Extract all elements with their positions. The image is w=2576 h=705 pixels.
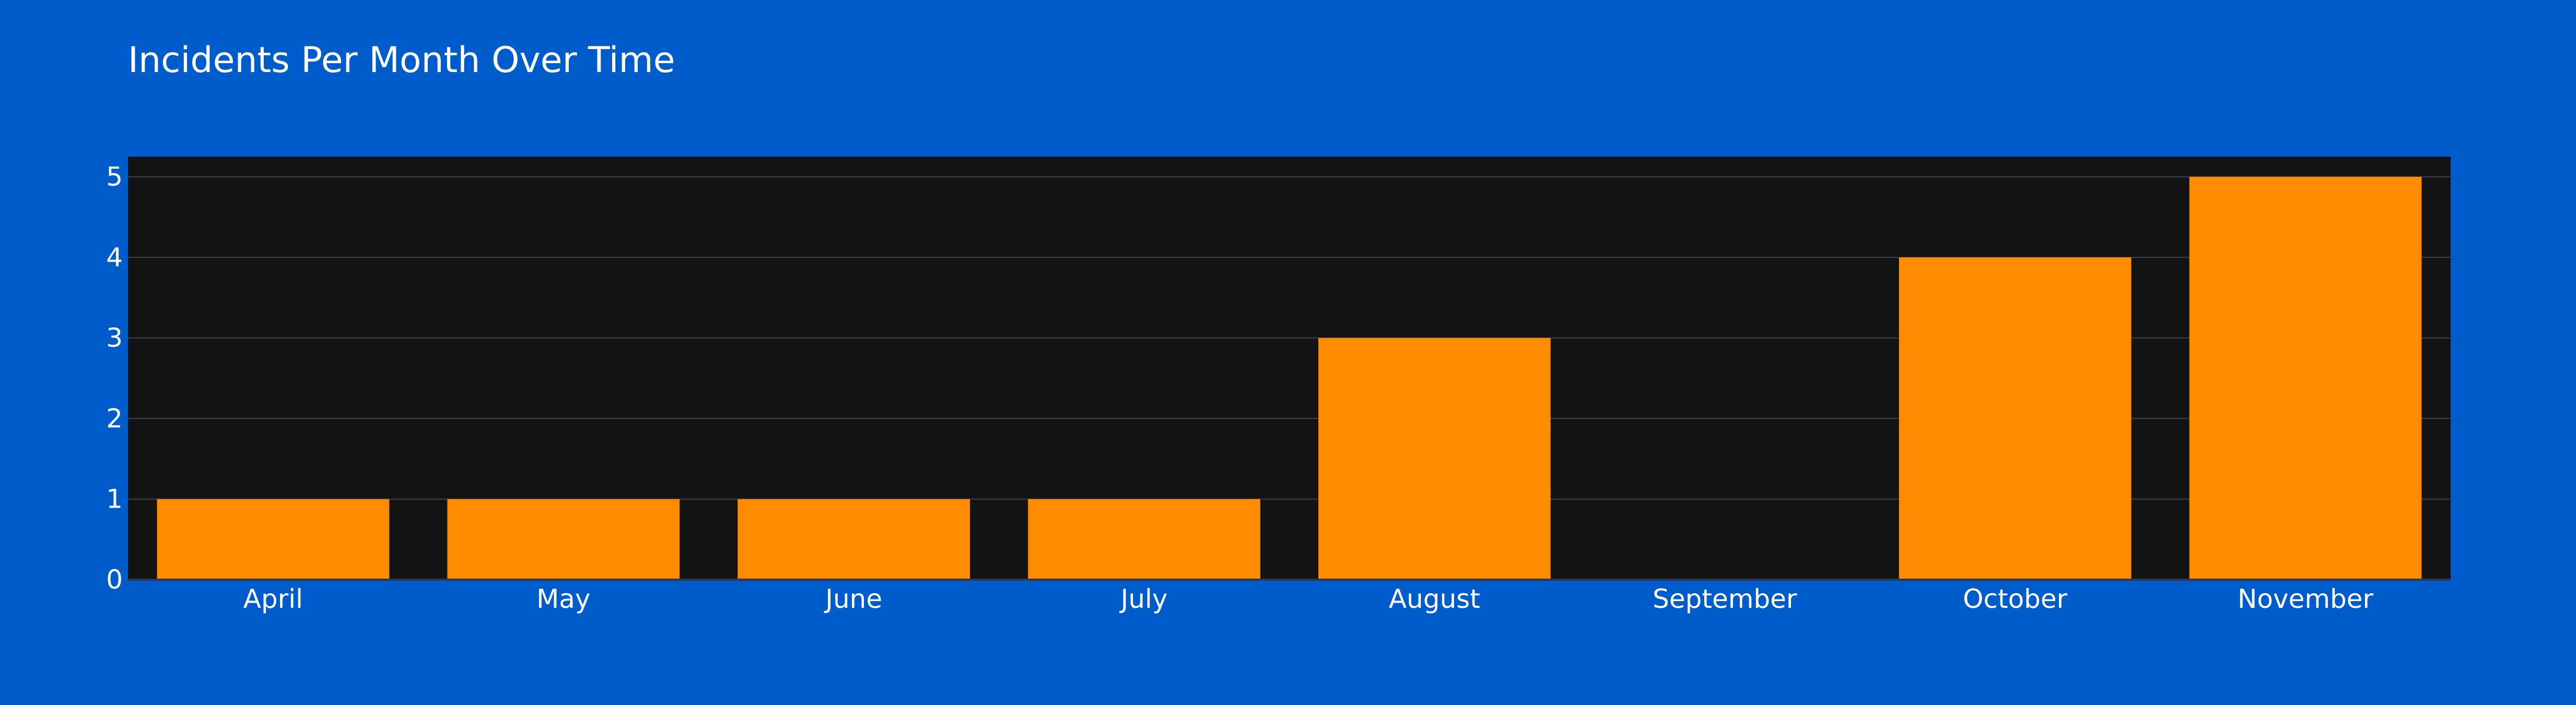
x-tick-label-may: May — [536, 584, 590, 614]
y-tick-label: 0 — [106, 565, 123, 595]
bar-june[interactable] — [737, 499, 970, 580]
y-tick-label: 1 — [106, 484, 123, 514]
y-axis-ticks: 0 1 2 3 4 5 — [106, 162, 123, 595]
bar-may[interactable] — [447, 499, 680, 580]
x-tick-label-october: October — [1963, 584, 2068, 614]
y-tick-label: 4 — [106, 242, 123, 273]
x-tick-label-august: August — [1389, 584, 1480, 614]
chart-title: Incidents Per Month Over Time — [128, 40, 675, 81]
bar-august[interactable] — [1318, 338, 1551, 580]
x-tick-label-june: June — [824, 584, 882, 614]
x-axis-ticks: April May June July August September October No… — [243, 584, 2374, 614]
y-tick-label: 5 — [106, 162, 123, 192]
bar-april[interactable] — [157, 499, 390, 580]
bar-july[interactable] — [1028, 499, 1260, 580]
bars — [157, 177, 2422, 580]
y-tick-label: 2 — [106, 403, 123, 433]
y-tick-label: 3 — [106, 323, 123, 353]
x-tick-label-april: April — [243, 584, 303, 614]
x-tick-label-july: July — [1119, 584, 1168, 614]
bar-october[interactable] — [1899, 257, 2132, 580]
x-tick-label-november: November — [2238, 584, 2374, 614]
x-tick-label-september: September — [1653, 584, 1797, 614]
bar-november[interactable] — [2189, 177, 2422, 580]
